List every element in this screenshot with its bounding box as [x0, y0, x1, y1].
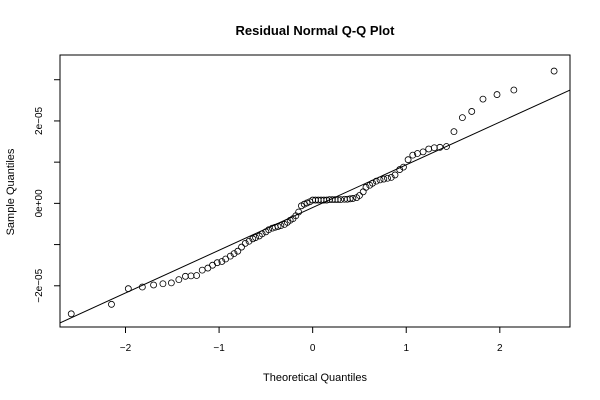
data-point — [245, 237, 253, 245]
data-point — [265, 226, 273, 234]
x-tick-label: 2 — [497, 343, 503, 354]
data-point — [443, 143, 450, 150]
data-point — [510, 86, 518, 94]
plot-area: −2 −1 0 1 2 −2e−05 0e+00 2e−05 — [34, 54, 571, 354]
data-point — [159, 280, 167, 288]
plot-frame — [59, 54, 571, 328]
data-point — [213, 259, 221, 267]
data-point — [238, 243, 245, 251]
y-tick-label: 2e−05 — [34, 106, 45, 135]
data-point — [479, 95, 487, 103]
data-point — [150, 281, 157, 289]
data-point — [380, 175, 388, 183]
data-point — [372, 177, 380, 185]
data-point — [384, 174, 391, 182]
data-point — [108, 300, 115, 308]
data-point — [359, 188, 367, 196]
data-point — [258, 230, 266, 238]
data-point — [550, 67, 558, 75]
data-point — [181, 272, 189, 280]
data-point — [226, 252, 234, 260]
x-tick-label: −2 — [120, 343, 132, 354]
data-point — [349, 195, 357, 202]
data-point — [175, 276, 183, 284]
data-point — [450, 128, 458, 136]
x-tick-label: 1 — [403, 343, 409, 354]
x-tick-label: −1 — [213, 343, 225, 354]
data-point — [234, 247, 242, 255]
data-point — [167, 279, 175, 287]
data-point — [430, 144, 438, 152]
data-point — [436, 143, 444, 151]
data-point — [277, 222, 285, 230]
data-point — [391, 171, 399, 179]
reference-line — [60, 89, 570, 324]
data-point — [67, 310, 75, 318]
data-point — [124, 285, 132, 293]
data-point — [400, 163, 407, 171]
y-tick-label: 0e+00 — [34, 189, 45, 218]
data-point — [252, 234, 259, 241]
data-point — [404, 156, 412, 164]
data-point — [337, 196, 345, 204]
data-point — [138, 283, 146, 291]
data-point — [362, 183, 370, 191]
data-point — [295, 208, 303, 216]
y-axis-label: Sample Quantiles — [5, 148, 17, 235]
x-tick-label: 0 — [310, 343, 316, 354]
data-point — [409, 151, 417, 159]
data-point — [458, 114, 466, 122]
chart-title: Residual Normal Q-Q Plot — [236, 23, 396, 38]
data-point — [425, 145, 433, 153]
data-point — [218, 258, 226, 265]
data-point — [241, 239, 249, 247]
data-point — [369, 179, 376, 187]
data-point — [387, 173, 395, 181]
data-point — [376, 176, 384, 184]
data-point — [230, 250, 238, 258]
y-tick-label: −2e−05 — [34, 268, 45, 302]
data-point — [274, 223, 282, 230]
data-point — [193, 272, 201, 279]
data-point — [334, 196, 342, 204]
data-point — [198, 266, 206, 274]
data-point — [187, 272, 195, 280]
data-point — [493, 91, 501, 98]
data-point — [356, 192, 363, 199]
x-axis-label: Theoretical Quantiles — [263, 372, 367, 384]
data-point — [396, 166, 404, 173]
data-point — [346, 195, 354, 203]
data-point — [468, 108, 476, 115]
data-point — [419, 148, 427, 156]
